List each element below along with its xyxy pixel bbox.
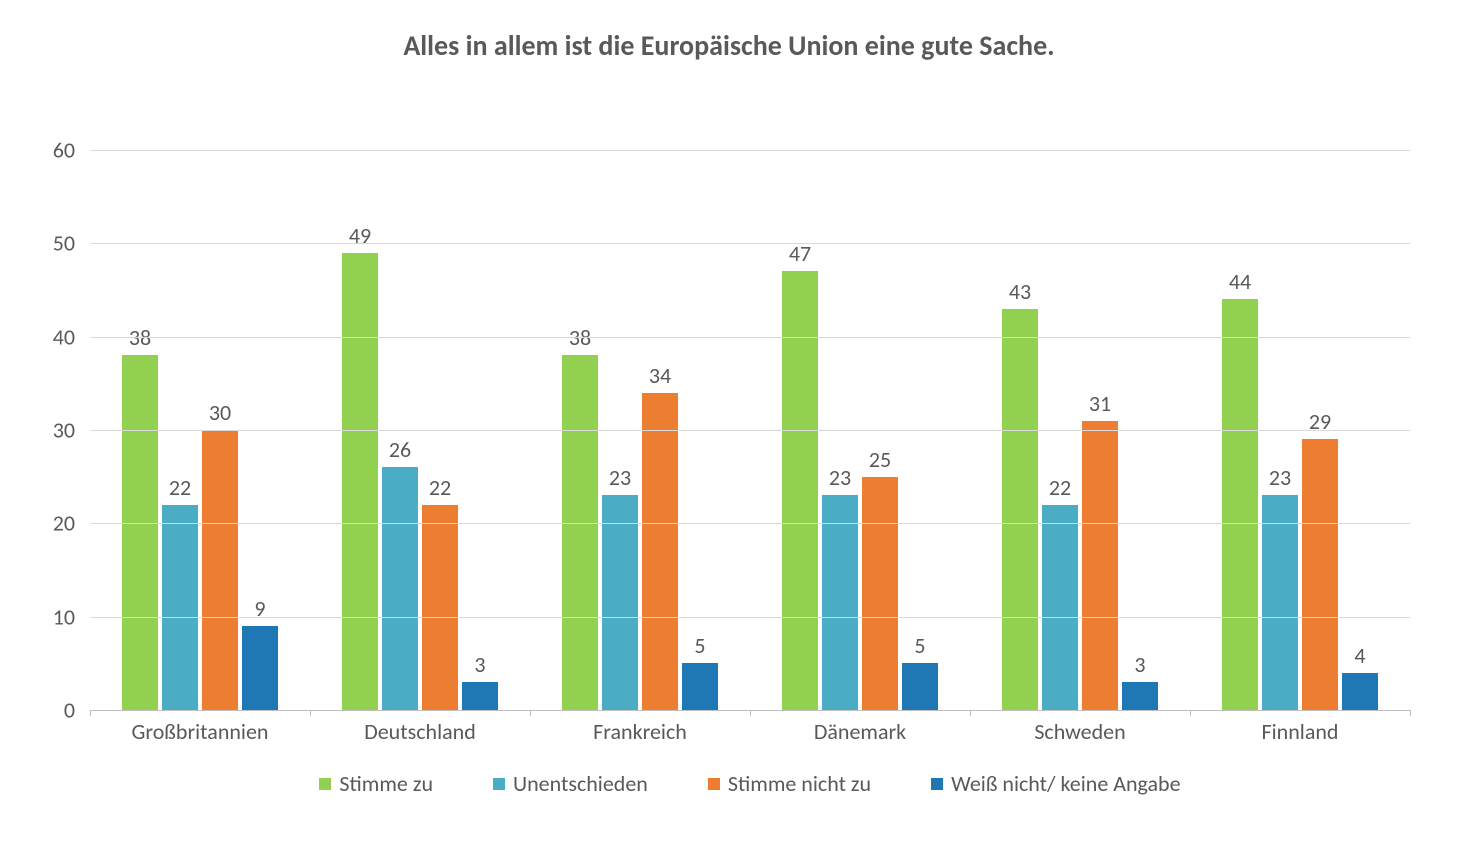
x-axis-label: Frankreich <box>530 718 750 745</box>
plot-area: 3822309492622338233454723255432231344232… <box>90 150 1410 711</box>
y-tick-label: 60 <box>15 137 75 164</box>
x-axis-label: Schweden <box>970 718 1190 745</box>
y-tick-label: 50 <box>15 230 75 257</box>
x-axis-label: Deutschland <box>310 718 530 745</box>
legend-swatch <box>493 778 505 790</box>
legend: Stimme zu Unentschieden Stimme nicht zu Wei… <box>90 770 1410 797</box>
bar-value-label: 3 <box>474 651 485 682</box>
bar-value-label: 23 <box>1269 464 1291 495</box>
x-axis-label: Dänemark <box>750 718 970 745</box>
bar: 5 <box>682 663 718 710</box>
legend-swatch <box>708 778 720 790</box>
x-axis-label: Großbritannien <box>90 718 310 745</box>
bar-value-label: 38 <box>569 324 591 355</box>
bar: 23 <box>602 495 638 710</box>
x-tick-mark <box>750 710 751 716</box>
gridline <box>90 150 1410 151</box>
bar-value-label: 47 <box>789 240 811 271</box>
legend-swatch <box>319 778 331 790</box>
x-tick-mark <box>90 710 91 716</box>
legend-item: Unentschieden <box>493 770 648 797</box>
bar: 34 <box>642 393 678 710</box>
bar-value-label: 34 <box>649 362 671 393</box>
bar: 49 <box>342 253 378 710</box>
bar-value-label: 22 <box>169 474 191 505</box>
bar: 44 <box>1222 299 1258 710</box>
x-tick-mark <box>1410 710 1411 716</box>
gridline <box>90 337 1410 338</box>
bar-value-label: 31 <box>1089 390 1111 421</box>
bar-value-label: 30 <box>209 399 231 430</box>
legend-swatch <box>931 778 943 790</box>
bar: 22 <box>1042 505 1078 710</box>
x-tick-mark <box>530 710 531 716</box>
bar: 23 <box>1262 495 1298 710</box>
bar: 5 <box>902 663 938 710</box>
bar-value-label: 9 <box>254 595 265 626</box>
legend-label: Stimme zu <box>339 770 433 797</box>
bar-value-label: 23 <box>609 464 631 495</box>
bar: 29 <box>1302 439 1338 710</box>
x-tick-mark <box>310 710 311 716</box>
bar: 23 <box>822 495 858 710</box>
bar: 22 <box>162 505 198 710</box>
bar-value-label: 23 <box>829 464 851 495</box>
bar: 43 <box>1002 309 1038 710</box>
bar: 25 <box>862 477 898 710</box>
bar-value-label: 44 <box>1229 268 1251 299</box>
bar: 3 <box>1122 682 1158 710</box>
bar-value-label: 3 <box>1134 651 1145 682</box>
y-tick-label: 40 <box>15 323 75 350</box>
legend-label: Weiß nicht/ keine Angabe <box>951 770 1181 797</box>
bar-value-label: 38 <box>129 324 151 355</box>
bar: 9 <box>242 626 278 710</box>
chart-title: Alles in allem ist die Europäische Union… <box>0 28 1458 63</box>
legend-item: Stimme zu <box>319 770 433 797</box>
bar-value-label: 25 <box>869 446 891 477</box>
legend-label: Stimme nicht zu <box>728 770 871 797</box>
bar: 3 <box>462 682 498 710</box>
bar-value-label: 22 <box>429 474 451 505</box>
legend-item: Stimme nicht zu <box>708 770 871 797</box>
x-tick-mark <box>970 710 971 716</box>
bar: 38 <box>562 355 598 710</box>
bar-value-label: 49 <box>349 222 371 253</box>
bar: 4 <box>1342 673 1378 710</box>
bar-value-label: 29 <box>1309 408 1331 439</box>
y-tick-label: 0 <box>15 697 75 724</box>
gridline <box>90 617 1410 618</box>
bar: 38 <box>122 355 158 710</box>
bar-chart: Alles in allem ist die Europäische Union… <box>0 0 1458 867</box>
bar-value-label: 26 <box>389 436 411 467</box>
y-tick-label: 30 <box>15 417 75 444</box>
bar: 31 <box>1082 421 1118 710</box>
x-axis-label: Finnland <box>1190 718 1410 745</box>
legend-item: Weiß nicht/ keine Angabe <box>931 770 1181 797</box>
x-axis-labels: GroßbritannienDeutschlandFrankreichDänem… <box>90 718 1410 745</box>
bar: 30 <box>202 430 238 710</box>
y-tick-label: 10 <box>15 603 75 630</box>
bar-value-label: 5 <box>694 632 705 663</box>
legend-label: Unentschieden <box>513 770 648 797</box>
y-tick-label: 20 <box>15 510 75 537</box>
bar-value-label: 43 <box>1009 278 1031 309</box>
bar: 26 <box>382 467 418 710</box>
bar-value-label: 22 <box>1049 474 1071 505</box>
gridline <box>90 243 1410 244</box>
gridline <box>90 430 1410 431</box>
bar: 22 <box>422 505 458 710</box>
x-tick-mark <box>1190 710 1191 716</box>
bar-value-label: 4 <box>1354 642 1365 673</box>
gridline <box>90 523 1410 524</box>
bar-value-label: 5 <box>914 632 925 663</box>
